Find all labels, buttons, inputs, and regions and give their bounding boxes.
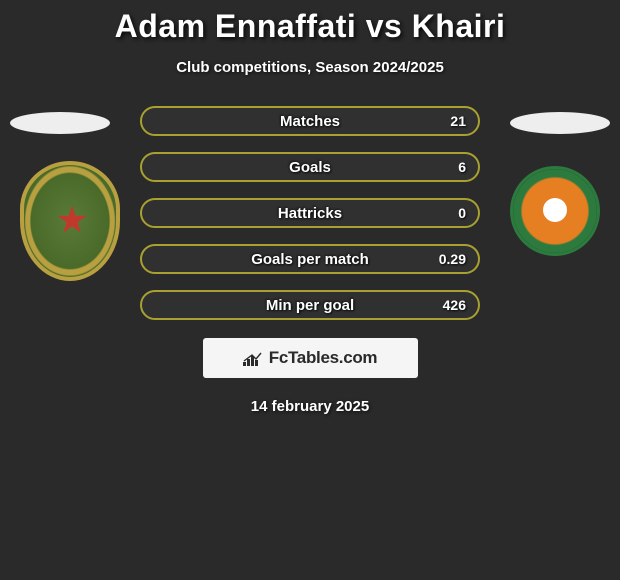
rs-berkane-crest-icon: [510, 166, 600, 256]
stats-list: Matches 21 Goals 6 Hattricks 0 Goals per…: [140, 106, 480, 320]
fctables-logo-icon: [243, 350, 263, 366]
subtitle: Club competitions, Season 2024/2025: [0, 59, 620, 76]
brand-box[interactable]: FcTables.com: [203, 338, 418, 378]
stat-row-hattricks: Hattricks 0: [140, 198, 480, 228]
stat-label: Hattricks: [142, 205, 478, 222]
stat-row-goals: Goals 6: [140, 152, 480, 182]
stat-value-right: 0.29: [439, 251, 466, 267]
player-name-pill-right: [510, 112, 610, 134]
stat-label: Goals per match: [142, 251, 478, 268]
stat-row-min-per-goal: Min per goal 426: [140, 290, 480, 320]
stat-label: Min per goal: [142, 297, 478, 314]
comparison-content: Matches 21 Goals 6 Hattricks 0 Goals per…: [0, 106, 620, 415]
club-badge-right: [510, 166, 600, 256]
date-text: 14 february 2025: [0, 398, 620, 415]
brand-text: FcTables.com: [269, 348, 378, 368]
stat-label: Matches: [142, 113, 478, 130]
player-name-pill-left: [10, 112, 110, 134]
stat-row-matches: Matches 21: [140, 106, 480, 136]
far-rabat-crest-icon: [20, 161, 120, 281]
stat-row-goals-per-match: Goals per match 0.29: [140, 244, 480, 274]
stat-value-right: 6: [458, 159, 466, 175]
stat-value-right: 21: [450, 113, 466, 129]
stat-label: Goals: [142, 159, 478, 176]
page-title: Adam Ennaffati vs Khairi: [0, 0, 620, 45]
stat-value-right: 426: [443, 297, 466, 313]
club-badge-left: [20, 161, 120, 281]
stat-value-right: 0: [458, 205, 466, 221]
